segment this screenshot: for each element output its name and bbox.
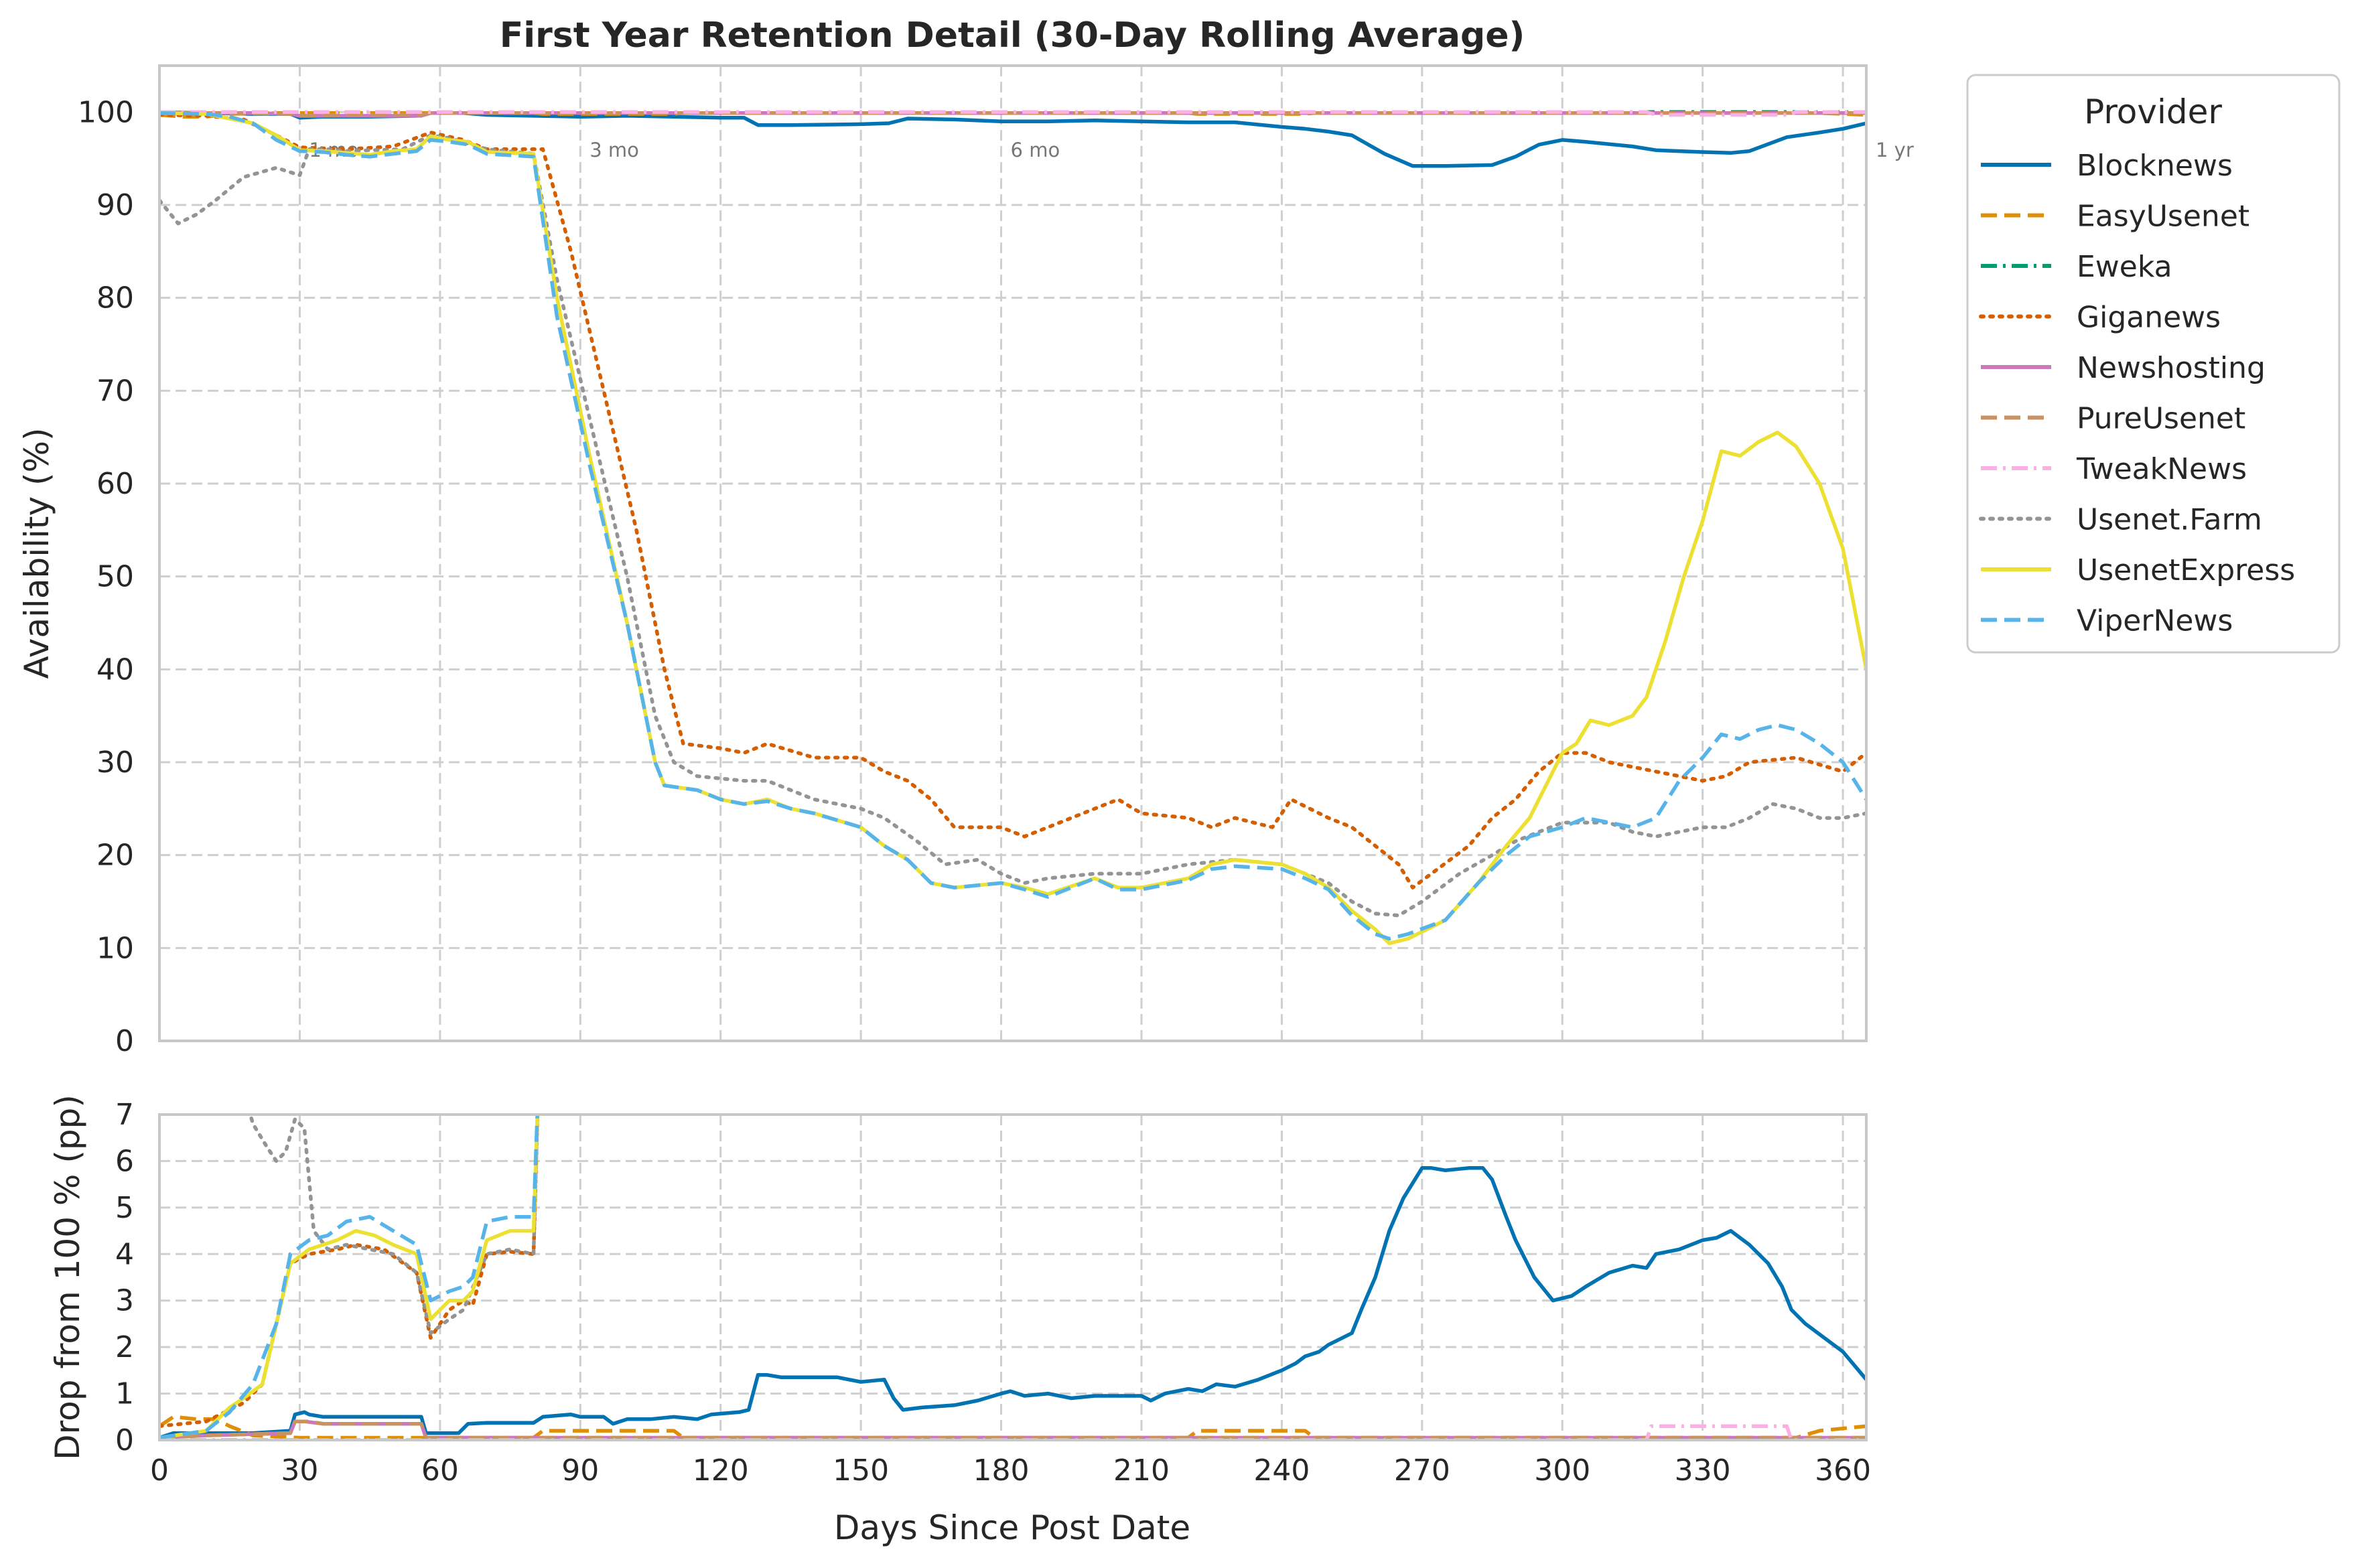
x-axis-label: Days Since Post Date (834, 1508, 1190, 1547)
legend-entry-label: ViperNews (2077, 604, 2233, 638)
legend-entry-label: TweakNews (2076, 452, 2247, 486)
y-tick-label: 0 (115, 1024, 134, 1058)
y-tick-label: 50 (96, 560, 134, 594)
x-tick-label: 210 (1113, 1453, 1170, 1488)
y-tick-label: 7 (115, 1098, 134, 1132)
legend-box (1966, 74, 2341, 654)
time-marker-label: 1 yr (1876, 139, 1914, 161)
x-tick-label: 30 (281, 1453, 318, 1488)
y-tick-label: 2 (115, 1330, 134, 1364)
x-tick-label: 180 (973, 1453, 1030, 1488)
bottom-y-axis-label: Drop from 100 % (pp) (48, 1094, 87, 1460)
legend-entry-label: Usenet.Farm (2077, 503, 2262, 537)
series-line-tweaknews (159, 110, 1866, 117)
y-tick-label: 70 (96, 374, 134, 408)
legend-entry-label: PureUsenet (2077, 402, 2245, 436)
x-tick-label: 300 (1534, 1453, 1590, 1488)
series-line-usenetexpress (159, 1115, 540, 1440)
x-tick-label: 150 (833, 1453, 889, 1488)
x-tick-label: 240 (1253, 1453, 1310, 1488)
x-tick-label: 270 (1394, 1453, 1450, 1488)
y-tick-label: 0 (115, 1423, 134, 1457)
top-plot-background (159, 66, 1866, 1041)
series-line-pureusenet (159, 1419, 1866, 1440)
bottom-plot-frame (158, 1113, 1868, 1441)
top-plot-frame (158, 64, 1868, 1042)
legend-entry-label: Blocknews (2077, 149, 2233, 183)
series-line-vipernews (159, 111, 1866, 941)
y-tick-label: 6 (115, 1144, 134, 1178)
y-tick-label: 1 (115, 1377, 134, 1411)
y-tick-label: 90 (96, 188, 134, 222)
bottom-plot-area: 0 1 2 3 4 5 6 7 0 30 60 90 120 150 180 210 240 270 300 330… (48, 1094, 1871, 1547)
legend-entry-label: Giganews (2077, 301, 2221, 335)
legend-entry-label: Eweka (2077, 250, 2172, 284)
y-tick-label: 3 (115, 1284, 134, 1318)
x-tick-label: 60 (421, 1453, 459, 1488)
bottom-plot-background (159, 1115, 1866, 1440)
top-plot-area: 1 mo 3 mo 6 mo 1 yr 0102030405060708090100 … (17, 64, 1914, 1058)
y-tick-label: 100 (78, 95, 134, 129)
chart-title: First Year Retention Detail (30-Day Roll… (500, 15, 1525, 56)
x-tick-label: 90 (561, 1453, 599, 1488)
y-tick-label: 4 (115, 1237, 134, 1271)
x-tick-label: 0 (150, 1453, 169, 1488)
time-marker-label: 6 mo (1011, 139, 1060, 161)
series-line-vipernews (159, 1115, 539, 1440)
series-line-blocknews (159, 1166, 1866, 1440)
legend: Provider Blocknews EasyUsenet Eweka Giganew… (1966, 74, 2341, 654)
series-line-usenet-farm (159, 133, 1866, 918)
y-tick-label: 80 (96, 281, 134, 315)
y-tick-label: 20 (96, 839, 134, 873)
y-tick-label: 5 (115, 1191, 134, 1225)
legend-entry-label: UsenetExpress (2077, 553, 2295, 587)
legend-title: Provider (2084, 92, 2222, 131)
x-tick-label: 330 (1675, 1453, 1731, 1488)
y-tick-label: 10 (96, 931, 134, 965)
y-tick-label: 30 (96, 745, 134, 780)
legend-entry-label: Newshosting (2077, 351, 2266, 385)
legend-entry-label: EasyUsenet (2077, 200, 2249, 234)
x-tick-label: 120 (693, 1453, 749, 1488)
series-line-usenetexpress (159, 111, 1866, 946)
top-y-axis-label: Availability (%) (17, 428, 56, 679)
series-line-giganews (159, 113, 1866, 889)
x-tick-label: 360 (1815, 1453, 1871, 1488)
y-tick-label: 60 (96, 467, 134, 501)
time-marker-label: 3 mo (589, 139, 639, 161)
y-tick-label: 40 (96, 652, 134, 687)
